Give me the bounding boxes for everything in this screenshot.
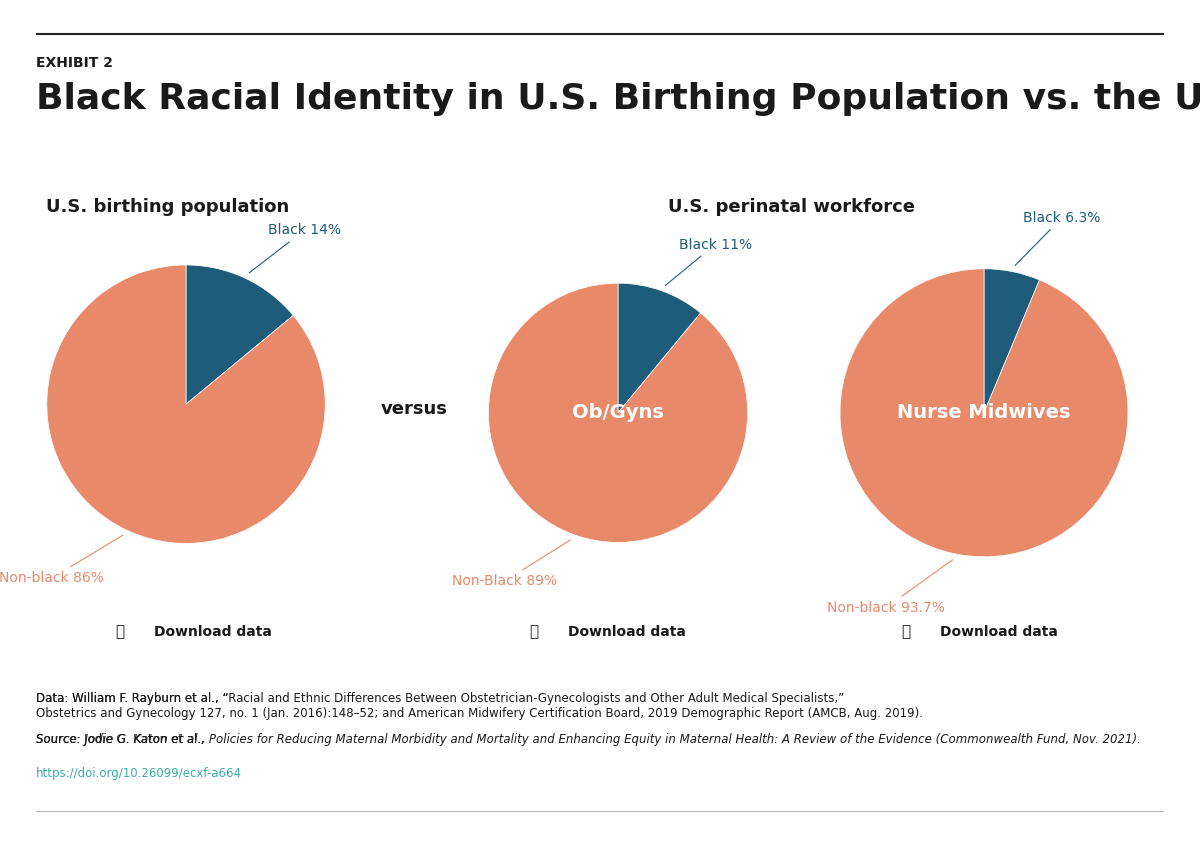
Text: Download data: Download data (154, 625, 271, 639)
Wedge shape (984, 269, 1039, 413)
Text: EXHIBIT 2: EXHIBIT 2 (36, 56, 113, 70)
Text: Source: Jodie G. Katon et al.,: Source: Jodie G. Katon et al., (36, 733, 209, 746)
Text: ⤓: ⤓ (901, 624, 911, 640)
Text: Black 6.3%: Black 6.3% (1015, 211, 1100, 266)
Wedge shape (186, 265, 293, 404)
Text: U.S. birthing population: U.S. birthing population (47, 198, 289, 216)
Text: https://doi.org/10.26099/ecxf-a664: https://doi.org/10.26099/ecxf-a664 (36, 767, 242, 780)
Text: Non-Black 89%: Non-Black 89% (452, 540, 570, 588)
Text: Black 14%: Black 14% (250, 224, 341, 273)
Text: Black Racial Identity in U.S. Birthing Population vs. the U.S. Perinatal Workfor: Black Racial Identity in U.S. Birthing P… (36, 82, 1200, 116)
Text: Ob/Gyns: Ob/Gyns (572, 403, 664, 422)
Text: Non-black 93.7%: Non-black 93.7% (827, 560, 953, 615)
Wedge shape (618, 283, 701, 413)
Wedge shape (47, 265, 325, 544)
Wedge shape (840, 269, 1128, 556)
Text: ⤓: ⤓ (115, 624, 125, 640)
Text: Data: William F. Rayburn et al., “: Data: William F. Rayburn et al., “ (36, 692, 229, 705)
Text: Download data: Download data (568, 625, 685, 639)
Text: Data: William F. Rayburn et al., “Racial and Ethnic Differences Between Obstetri: Data: William F. Rayburn et al., “Racial… (36, 692, 923, 721)
Text: Source: Jodie G. Katon et al., Policies for Reducing Maternal Morbidity and Mort: Source: Jodie G. Katon et al., Policies … (36, 733, 1141, 746)
Text: Black 11%: Black 11% (665, 237, 751, 286)
Text: Non-black 86%: Non-black 86% (0, 536, 122, 585)
Text: U.S. perinatal workforce: U.S. perinatal workforce (668, 198, 916, 216)
Text: ⤓: ⤓ (529, 624, 539, 640)
Text: Download data: Download data (940, 625, 1057, 639)
Text: versus: versus (380, 400, 448, 417)
Wedge shape (488, 283, 748, 543)
Text: Nurse Midwives: Nurse Midwives (898, 403, 1070, 422)
